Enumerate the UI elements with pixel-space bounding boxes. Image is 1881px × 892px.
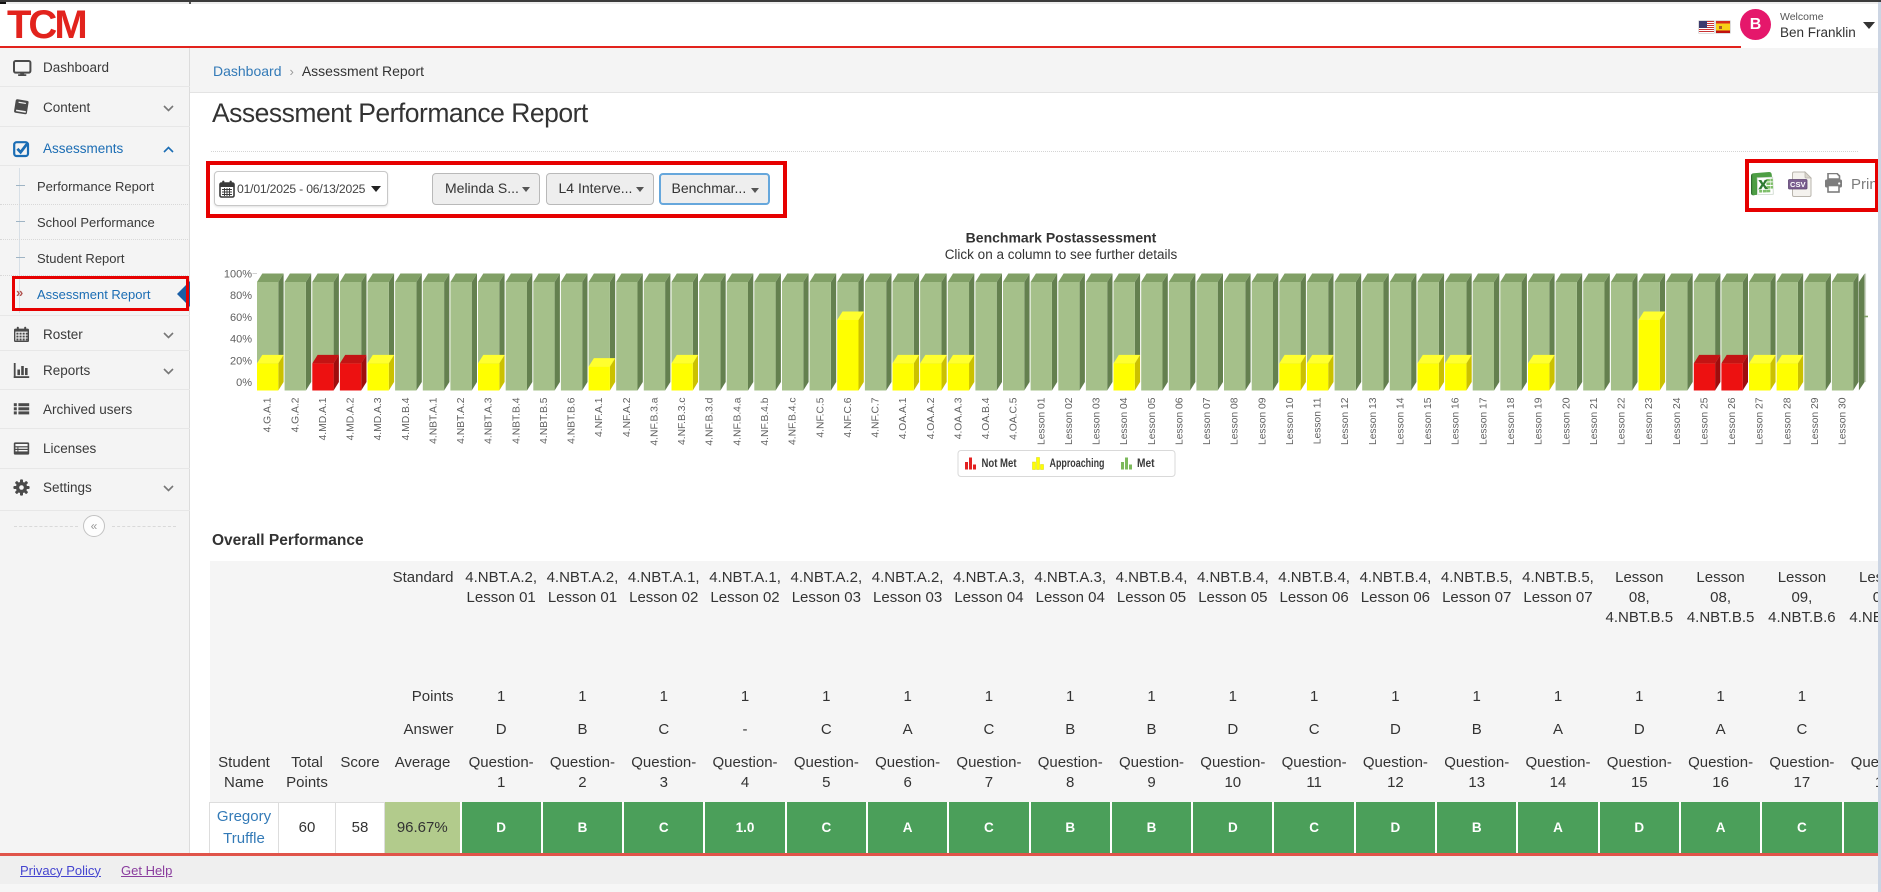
svg-text:Benchmark Postassessment: Benchmark Postassessment (966, 230, 1157, 246)
svg-text:4.NBT.A.3: 4.NBT.A.3 (484, 397, 495, 444)
svg-text:4.NF.C.6: 4.NF.C.6 (843, 397, 854, 437)
svg-text:Lesson 29: Lesson 29 (1810, 397, 1821, 445)
svg-text:4.NBT.B.6: 4.NBT.B.6 (567, 397, 578, 444)
svg-text:Click on a column to see furth: Click on a column to see further details (945, 247, 1178, 262)
svg-text:4.NF.B.4.b: 4.NF.B.4.b (760, 397, 771, 445)
svg-text:20%: 20% (230, 355, 252, 367)
svg-text:4.MD.A.3: 4.MD.A.3 (373, 397, 384, 440)
svg-text:4.OA.A.1: 4.OA.A.1 (898, 397, 909, 439)
svg-text:4.OA.B.4: 4.OA.B.4 (981, 397, 992, 439)
svg-text:4.OA.C.5: 4.OA.C.5 (1009, 397, 1020, 440)
svg-text:Lesson 11: Lesson 11 (1313, 397, 1324, 444)
svg-text:4.NF.B.3.c: 4.NF.B.3.c (677, 398, 688, 446)
svg-text:Lesson 06: Lesson 06 (1174, 397, 1185, 445)
svg-text:Lesson 23: Lesson 23 (1644, 397, 1655, 445)
svg-text:Lesson 02: Lesson 02 (1064, 397, 1075, 445)
svg-text:4.NBT.B.5: 4.NBT.B.5 (539, 397, 550, 444)
svg-text:Lesson 24: Lesson 24 (1672, 397, 1683, 445)
svg-text:4.NBT.B.4: 4.NBT.B.4 (511, 397, 522, 444)
svg-text:Lesson 22: Lesson 22 (1617, 397, 1628, 445)
svg-text:Lesson 30: Lesson 30 (1838, 397, 1849, 445)
svg-text:4.G.A.2: 4.G.A.2 (290, 397, 301, 432)
svg-text:4.NF.B.3.a: 4.NF.B.3.a (650, 397, 661, 445)
svg-text:Lesson 10: Lesson 10 (1285, 397, 1296, 445)
svg-text:Lesson 28: Lesson 28 (1782, 397, 1793, 445)
svg-text:Lesson 04: Lesson 04 (1119, 397, 1130, 445)
svg-text:Lesson 20: Lesson 20 (1561, 397, 1572, 445)
svg-text:4.OA.A.3: 4.OA.A.3 (953, 397, 964, 439)
svg-text:Lesson 09: Lesson 09 (1257, 397, 1268, 445)
svg-text:60%: 60% (230, 312, 252, 324)
svg-text:4.NF.A.2: 4.NF.A.2 (622, 397, 633, 437)
svg-text:4.MD.B.4: 4.MD.B.4 (401, 397, 412, 440)
svg-text:Lesson 21: Lesson 21 (1589, 397, 1600, 445)
svg-text:4.NF.B.4.a: 4.NF.B.4.a (732, 397, 743, 445)
svg-text:0%: 0% (236, 377, 252, 389)
svg-text:Lesson 12: Lesson 12 (1340, 397, 1351, 445)
svg-text:100%: 100% (224, 269, 252, 281)
svg-text:Lesson 17: Lesson 17 (1478, 397, 1489, 445)
svg-text:Lesson 27: Lesson 27 (1755, 397, 1766, 445)
svg-text:4.NF.C.5: 4.NF.C.5 (815, 397, 826, 437)
svg-text:4.NF.A.1: 4.NF.A.1 (594, 397, 605, 437)
svg-text:Lesson 19: Lesson 19 (1534, 397, 1545, 445)
svg-text:Lesson 05: Lesson 05 (1147, 397, 1158, 445)
svg-text:4.NF.C.7: 4.NF.C.7 (871, 397, 882, 437)
svg-text:Lesson 18: Lesson 18 (1506, 397, 1517, 445)
svg-text:4.NBT.A.2: 4.NBT.A.2 (456, 397, 467, 444)
svg-text:CSV: CSV (1790, 180, 1807, 189)
svg-text:4.G.A.1: 4.G.A.1 (263, 397, 274, 432)
svg-text:4.MD.A.2: 4.MD.A.2 (346, 397, 357, 440)
svg-text:4.MD.A.1: 4.MD.A.1 (318, 397, 329, 440)
svg-text:Lesson 07: Lesson 07 (1202, 397, 1213, 445)
svg-text:4.OA.A.2: 4.OA.A.2 (926, 397, 937, 439)
svg-text:Lesson 15: Lesson 15 (1423, 397, 1434, 445)
svg-text:Met: Met (1137, 456, 1155, 470)
svg-text:4.NBT.A.1: 4.NBT.A.1 (428, 397, 439, 444)
svg-text:Lesson 16: Lesson 16 (1451, 397, 1462, 445)
svg-text:Lesson 03: Lesson 03 (1092, 397, 1103, 445)
svg-text:Lesson 01: Lesson 01 (1036, 397, 1047, 445)
svg-text:40%: 40% (230, 334, 252, 346)
svg-text:Lesson 13: Lesson 13 (1368, 397, 1379, 445)
svg-text:4.NF.B.4.c: 4.NF.B.4.c (788, 398, 799, 446)
svg-text:4.NF.B.3.d: 4.NF.B.3.d (705, 397, 716, 445)
svg-text:Lesson 26: Lesson 26 (1727, 397, 1738, 445)
svg-text:Lesson 14: Lesson 14 (1396, 397, 1407, 445)
svg-text:Lesson 08: Lesson 08 (1230, 397, 1241, 445)
svg-text:Approaching: Approaching (1050, 456, 1105, 470)
svg-text:Not Met: Not Met (982, 456, 1017, 470)
svg-text:Lesson 25: Lesson 25 (1699, 397, 1710, 445)
svg-text:80%: 80% (230, 290, 252, 302)
